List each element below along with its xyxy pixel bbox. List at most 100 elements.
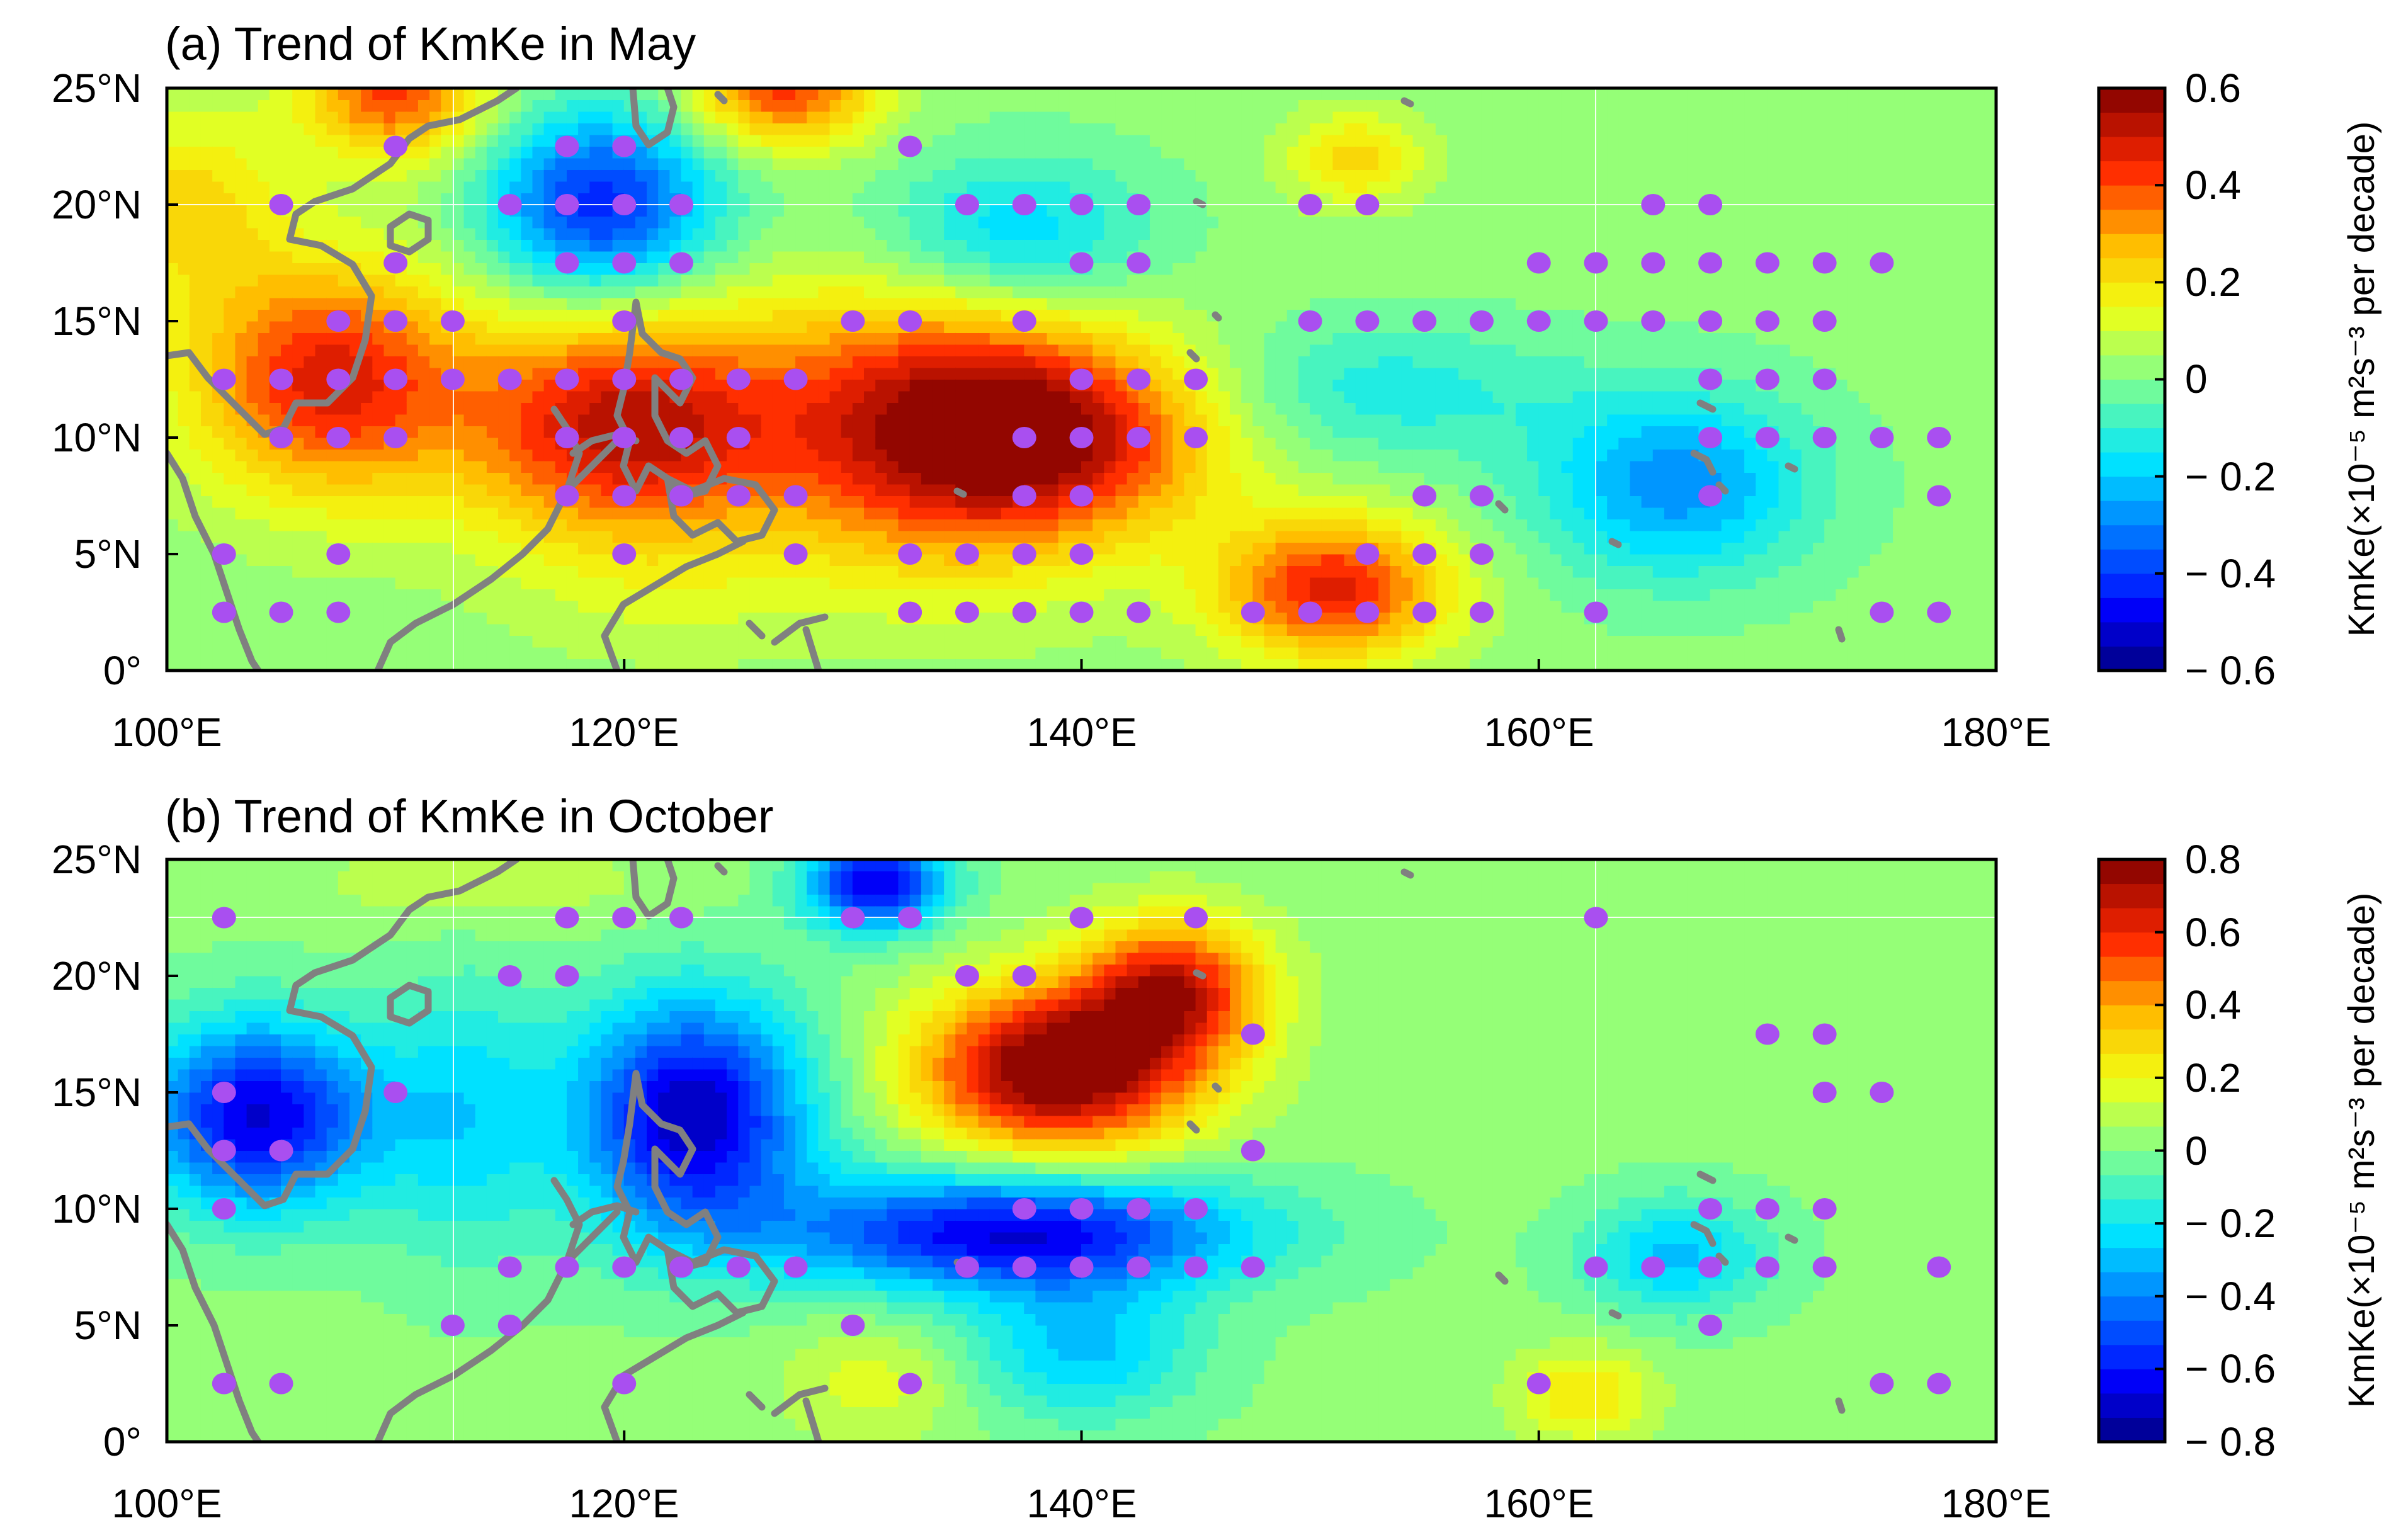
field-cell [1035,309,1048,322]
field-cell [772,251,785,263]
field-cell [475,507,487,519]
field-cell [864,134,877,147]
field-cell [761,320,773,333]
field-cell [372,519,385,531]
field-cell [841,88,853,100]
field-cell [498,623,511,636]
field-cell [783,169,797,182]
field-cell [967,472,979,485]
field-cell [246,565,259,578]
field-cell [417,263,431,275]
field-cell [738,99,751,112]
field-cell [703,414,716,426]
field-cell [269,530,282,543]
field-cell [921,495,933,508]
field-cell [1275,227,1288,240]
field-cell [1264,542,1276,555]
field-cell [738,111,751,123]
field-cell [338,635,350,648]
field-cell [944,286,956,298]
field-cell [167,553,179,566]
field-cell [463,146,476,159]
field-cell [692,390,705,403]
field-cell [1149,193,1162,205]
field-cell [967,530,979,543]
field-cell [944,251,956,263]
field-cell [692,111,705,123]
field-cell [178,623,190,636]
field-cell [1115,193,1128,205]
field-cell [452,519,465,531]
field-cell [989,379,1002,392]
field-cell [292,146,305,159]
field-cell [944,437,956,450]
field-cell [818,402,831,415]
field-cell [635,99,648,112]
field-cell [463,402,476,415]
field-cell [1013,169,1025,182]
field-cell [852,647,865,659]
field-cell [692,99,705,112]
field-cell [406,426,419,438]
field-cell [1230,519,1242,531]
field-cell [807,157,819,170]
field-cell [783,565,797,578]
field-cell [635,519,648,531]
field-cell [612,111,625,123]
field-cell [521,239,533,252]
field-cell [989,484,1002,496]
field-cell [1013,507,1025,519]
field-cell [532,647,545,659]
field-cell [361,426,373,438]
field-cell [200,472,213,485]
field-cell [978,414,990,426]
field-cell [521,647,533,659]
field-cell [498,519,511,531]
field-cell [315,414,327,426]
field-cell [1047,216,1059,229]
field-cell [452,193,465,205]
field-cell [349,320,362,333]
field-cell [1218,344,1231,356]
field-cell [1001,635,1014,648]
field-cell [452,274,465,286]
field-cell [429,542,442,555]
field-cell [989,460,1002,473]
field-cell [532,449,545,461]
field-cell [1252,577,1265,589]
field-cell [315,379,327,392]
field-cell [1286,553,1299,566]
field-cell [178,134,190,147]
field-cell [543,297,556,310]
field-cell [338,216,350,229]
field-cell [715,239,728,252]
field-cell [829,286,842,298]
field-cell [829,623,842,636]
field-cell [509,216,522,229]
field-cell [715,332,728,345]
field-cell [167,263,179,275]
field-cell [1264,402,1276,415]
field-cell [692,460,705,473]
field-cell [315,344,327,356]
field-cell [989,251,1002,263]
field-cell [1127,472,1139,485]
field-cell [498,577,511,589]
field-cell [304,449,316,461]
field-cell [898,157,911,170]
field-cell [715,635,728,648]
field-cell [452,216,465,229]
field-cell [1104,659,1116,671]
field-cell [772,577,785,589]
field-cell [1058,263,1070,275]
field-cell [1035,169,1048,182]
field-cell [875,647,888,659]
field-cell [429,134,442,147]
field-cell [1058,216,1070,229]
field-cell [1138,111,1150,123]
field-cell [349,216,362,229]
field-cell [349,553,362,566]
field-cell [612,356,625,368]
field-cell [875,612,888,625]
field-cell [1218,635,1231,648]
